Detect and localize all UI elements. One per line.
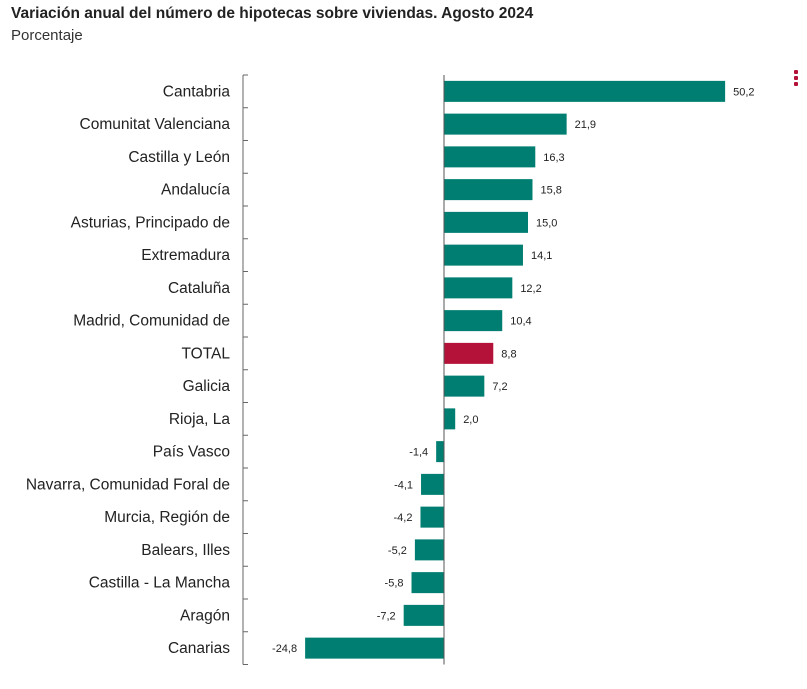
value-label: 12,2 xyxy=(520,283,541,295)
bar[interactable] xyxy=(444,211,528,233)
bar[interactable] xyxy=(444,342,494,364)
value-label: 15,8 xyxy=(540,185,561,197)
bar[interactable] xyxy=(444,179,533,201)
bar[interactable] xyxy=(444,277,513,299)
value-label: 15,0 xyxy=(536,217,557,229)
category-label: Madrid, Comunidad de xyxy=(73,313,230,330)
value-label: -4,1 xyxy=(394,479,413,491)
value-label: -5,2 xyxy=(388,545,407,557)
bar[interactable] xyxy=(444,80,726,102)
chart-title: Variación anual del número de hipotecas … xyxy=(11,5,534,22)
bar[interactable] xyxy=(420,506,444,528)
category-label: Navarra, Comunidad Foral de xyxy=(26,476,230,493)
bar[interactable] xyxy=(444,310,503,332)
more-vertical-icon[interactable] xyxy=(791,70,801,90)
category-label: Galicia xyxy=(183,378,231,395)
value-label: -4,2 xyxy=(394,512,413,524)
category-label: Cantabria xyxy=(163,83,231,100)
category-label: Castilla y León xyxy=(128,149,230,166)
bar[interactable] xyxy=(444,244,523,266)
category-label: Castilla - La Mancha xyxy=(89,575,231,592)
category-label: TOTAL xyxy=(181,345,230,362)
bar[interactable] xyxy=(436,441,444,463)
chart-subtitle: Porcentaje xyxy=(11,27,83,44)
value-label: 14,1 xyxy=(531,250,552,262)
category-label: Balears, Illes xyxy=(141,542,230,559)
category-label: Cataluña xyxy=(168,280,230,297)
bar[interactable] xyxy=(414,539,444,561)
category-label: Comunitat Valenciana xyxy=(80,116,231,133)
value-label: 7,2 xyxy=(492,381,507,393)
value-label: -24,8 xyxy=(272,643,297,655)
bar[interactable] xyxy=(421,473,444,495)
category-label: Extremadura xyxy=(141,247,230,264)
value-label: -7,2 xyxy=(377,610,396,622)
category-label: País Vasco xyxy=(153,444,230,461)
bar[interactable] xyxy=(444,375,485,397)
value-label: 2,0 xyxy=(463,414,478,426)
bar[interactable] xyxy=(444,408,456,430)
value-label: 16,3 xyxy=(543,152,564,164)
value-label: -5,8 xyxy=(385,578,404,590)
category-label: Aragón xyxy=(180,607,230,624)
value-label: 50,2 xyxy=(733,86,754,98)
bar[interactable] xyxy=(444,146,536,168)
category-label: Andalucía xyxy=(161,182,230,199)
value-label: 21,9 xyxy=(575,119,596,131)
category-label: Canarias xyxy=(168,640,230,657)
bar[interactable] xyxy=(305,637,444,659)
value-label: -1,4 xyxy=(409,447,428,459)
value-label: 10,4 xyxy=(510,316,531,328)
category-label: Asturias, Principado de xyxy=(71,214,230,231)
bar[interactable] xyxy=(444,113,567,135)
bar[interactable] xyxy=(403,604,444,626)
bar[interactable] xyxy=(411,572,444,594)
category-label: Murcia, Región de xyxy=(104,509,230,526)
value-label: 8,8 xyxy=(501,348,516,360)
category-label: Rioja, La xyxy=(169,411,231,428)
